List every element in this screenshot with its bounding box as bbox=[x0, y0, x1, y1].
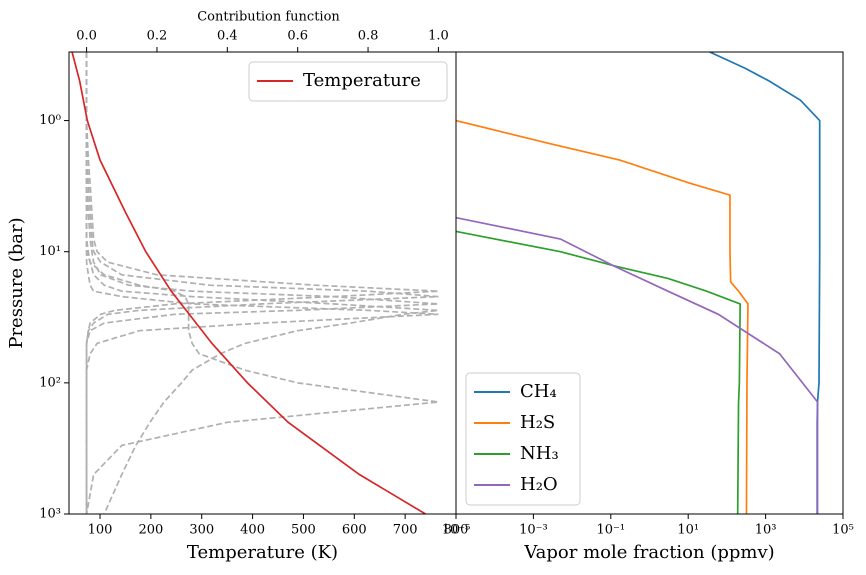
x-tick-label: 10⁵ bbox=[832, 523, 854, 538]
legend-box bbox=[248, 61, 448, 102]
x-axis-label: Temperature (K) bbox=[187, 542, 338, 563]
x-axis-label: Vapor mole fraction (ppmv) bbox=[523, 542, 774, 563]
x-tick-label: 600 bbox=[342, 523, 367, 538]
x2-tick-label: 0.2 bbox=[147, 29, 168, 44]
axes-frame bbox=[455, 51, 844, 515]
legend-label: H₂S bbox=[520, 412, 555, 433]
x-tick-label: 10³ bbox=[755, 523, 777, 538]
legend-label: NH₃ bbox=[520, 443, 559, 464]
series-line bbox=[456, 230, 742, 514]
legend-label: CH₄ bbox=[520, 381, 557, 402]
x-tick-label: 10⁻³ bbox=[519, 523, 548, 538]
x-tick-label: 10⁻⁵ bbox=[442, 523, 471, 538]
plot-area bbox=[456, 52, 821, 514]
contribution-line bbox=[85, 52, 439, 514]
x2-axis-label: Contribution function bbox=[197, 10, 340, 25]
x2-tick-label: 0.6 bbox=[287, 29, 308, 44]
x2-tick-label: 1.0 bbox=[428, 29, 449, 44]
x-tick-label: 400 bbox=[240, 523, 265, 538]
x2-tick-label: 0.4 bbox=[217, 29, 238, 44]
x2-tick-label: 0.0 bbox=[76, 29, 97, 44]
y-tick-label: 10² bbox=[39, 375, 61, 390]
legend-box bbox=[465, 372, 581, 506]
series-line bbox=[456, 216, 819, 514]
x-tick-label: 500 bbox=[291, 523, 316, 538]
x-tick-label: 800 bbox=[444, 523, 469, 538]
y-tick-label: 10³ bbox=[39, 507, 61, 522]
legend-label: Temperature bbox=[303, 70, 421, 91]
x-tick-label: 10⁻¹ bbox=[596, 523, 625, 538]
x2-tick-label: 0.8 bbox=[358, 29, 379, 44]
series-line bbox=[71, 52, 426, 514]
x-tick-label: 10¹ bbox=[677, 523, 699, 538]
x-tick-label: 700 bbox=[393, 523, 418, 538]
x-tick-label: 200 bbox=[138, 523, 163, 538]
y-tick-label: 10¹ bbox=[39, 244, 61, 259]
legend-label: H₂O bbox=[520, 474, 558, 495]
y-axis-label: Pressure (bar) bbox=[6, 217, 27, 348]
x-tick-label: 300 bbox=[189, 523, 214, 538]
y-tick-label: 10⁰ bbox=[39, 113, 61, 128]
x-tick-label: 100 bbox=[88, 523, 113, 538]
series-line bbox=[456, 119, 749, 514]
plot-area bbox=[71, 52, 439, 514]
